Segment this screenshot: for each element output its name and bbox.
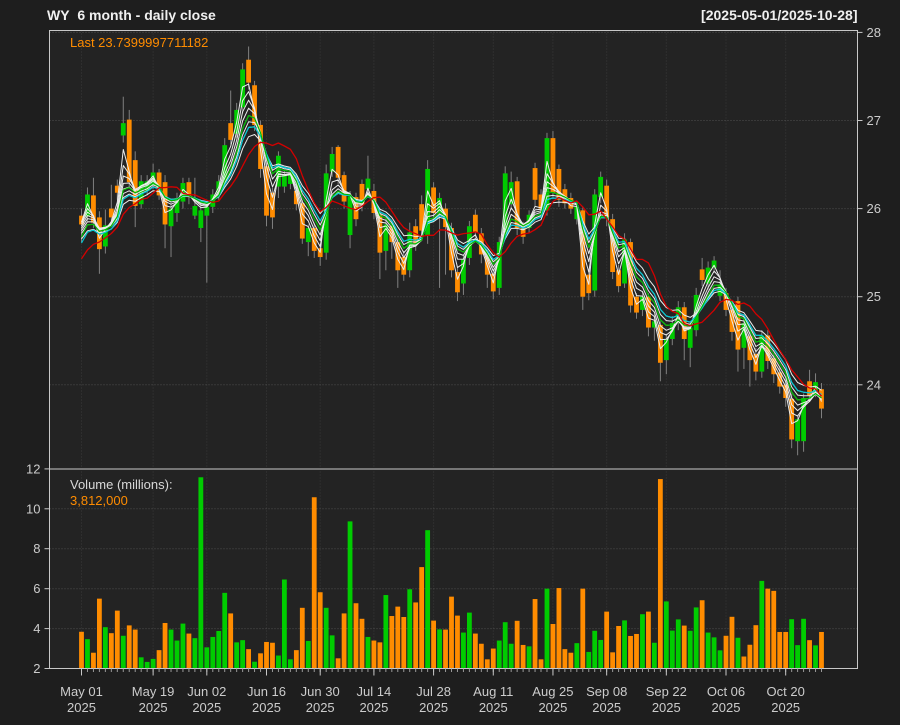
svg-text:Jun 30: Jun 30 (301, 684, 340, 699)
svg-text:Sep 08: Sep 08 (586, 684, 627, 699)
svg-text:2025: 2025 (652, 700, 681, 715)
svg-text:2025: 2025 (306, 700, 335, 715)
svg-text:6: 6 (33, 581, 40, 596)
svg-text:3,812,000: 3,812,000 (70, 493, 128, 508)
svg-text:Aug 25: Aug 25 (532, 684, 573, 699)
svg-text:Oct 06: Oct 06 (707, 684, 745, 699)
svg-text:8: 8 (33, 541, 40, 556)
svg-text:2025: 2025 (359, 700, 388, 715)
svg-text:2025: 2025 (479, 700, 508, 715)
svg-text:2025: 2025 (252, 700, 281, 715)
svg-text:2: 2 (33, 661, 40, 676)
svg-text:Jun 02: Jun 02 (187, 684, 226, 699)
svg-text:2025: 2025 (419, 700, 448, 715)
svg-text:27: 27 (867, 113, 881, 128)
svg-text:May 01: May 01 (60, 684, 103, 699)
svg-text:2025: 2025 (771, 700, 800, 715)
svg-text:Last 23.7399997711182: Last 23.7399997711182 (70, 35, 208, 50)
svg-text:Sep 22: Sep 22 (646, 684, 687, 699)
svg-text:Jul 28: Jul 28 (416, 684, 451, 699)
svg-text:10: 10 (26, 501, 40, 516)
svg-text:2025: 2025 (139, 700, 168, 715)
svg-text:28: 28 (867, 25, 881, 40)
svg-text:Jul 14: Jul 14 (357, 684, 392, 699)
svg-text:Jun 16: Jun 16 (247, 684, 286, 699)
svg-text:Volume (millions):: Volume (millions): (70, 477, 173, 492)
svg-text:WY 6 month - daily close: WY 6 month - daily close (47, 7, 216, 23)
svg-text:[2025-05-01/2025-10-28]: [2025-05-01/2025-10-28] (701, 7, 857, 23)
svg-text:Aug 11: Aug 11 (473, 684, 513, 699)
svg-text:26: 26 (867, 201, 881, 216)
svg-text:May 19: May 19 (132, 684, 175, 699)
svg-text:2025: 2025 (192, 700, 221, 715)
svg-text:24: 24 (867, 377, 881, 392)
svg-text:25: 25 (867, 289, 881, 304)
svg-text:2025: 2025 (538, 700, 567, 715)
svg-text:2025: 2025 (592, 700, 621, 715)
svg-text:4: 4 (33, 621, 40, 636)
svg-text:2025: 2025 (712, 700, 741, 715)
svg-text:12: 12 (26, 461, 40, 476)
svg-text:2025: 2025 (67, 700, 96, 715)
svg-text:Oct 20: Oct 20 (767, 684, 805, 699)
